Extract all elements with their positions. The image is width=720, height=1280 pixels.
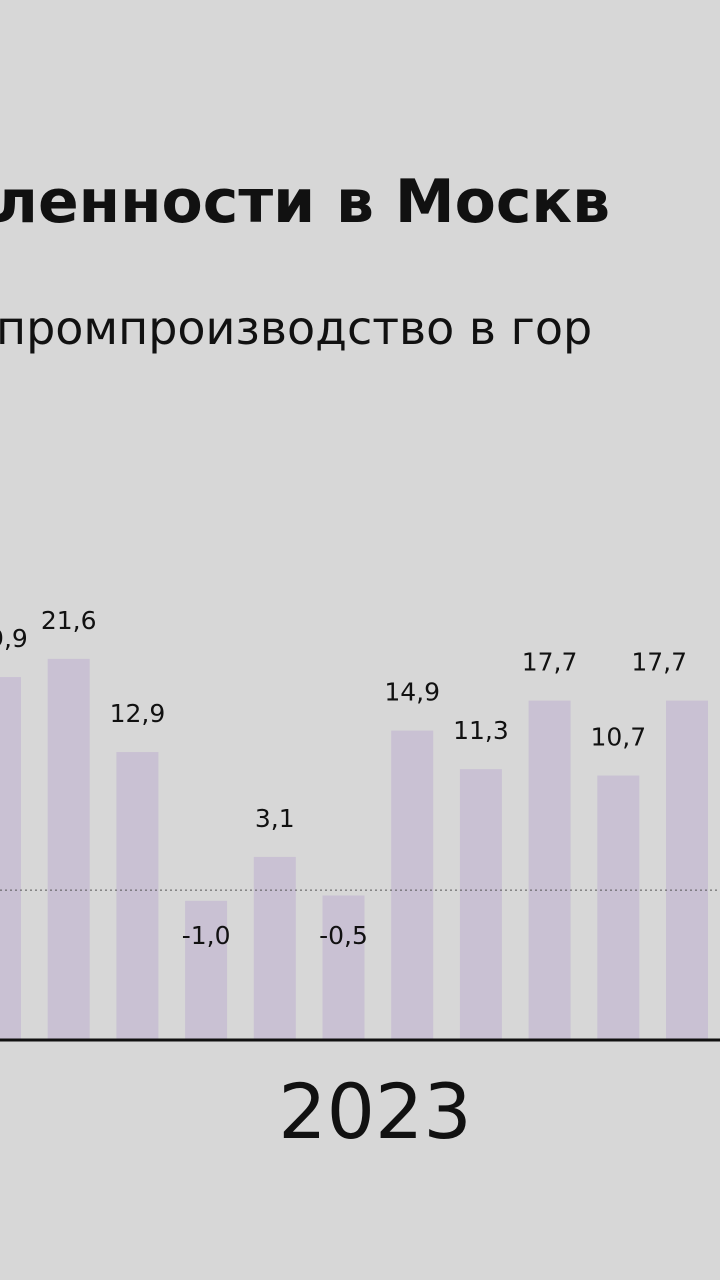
bar <box>322 895 365 1040</box>
value-label: -1,0 <box>182 921 231 950</box>
bar <box>116 752 159 1040</box>
bar <box>0 677 21 1040</box>
value-label: 21,6 <box>41 606 97 635</box>
bar <box>597 775 640 1040</box>
bar <box>391 730 434 1040</box>
chart-subtitle: промпроизводство в гор <box>0 301 592 355</box>
bar <box>666 700 708 1040</box>
value-label: 3,1 <box>255 804 295 833</box>
bar <box>253 856 296 1040</box>
value-label: 19,9 <box>0 624 28 653</box>
value-label: 14,9 <box>384 678 440 707</box>
bar <box>47 658 90 1040</box>
bar <box>185 900 228 1040</box>
value-label: 10,7 <box>590 723 646 752</box>
value-label: -0,5 <box>319 921 368 950</box>
bar <box>459 769 502 1040</box>
chart-title: ленности в Москв <box>0 167 610 237</box>
period-label: 2023 <box>278 1067 471 1156</box>
bar <box>528 700 571 1040</box>
value-label: 12,9 <box>110 699 166 728</box>
value-label: 17,7 <box>631 648 687 677</box>
value-label: 11,3 <box>453 716 509 745</box>
value-label: 17,7 <box>522 648 578 677</box>
